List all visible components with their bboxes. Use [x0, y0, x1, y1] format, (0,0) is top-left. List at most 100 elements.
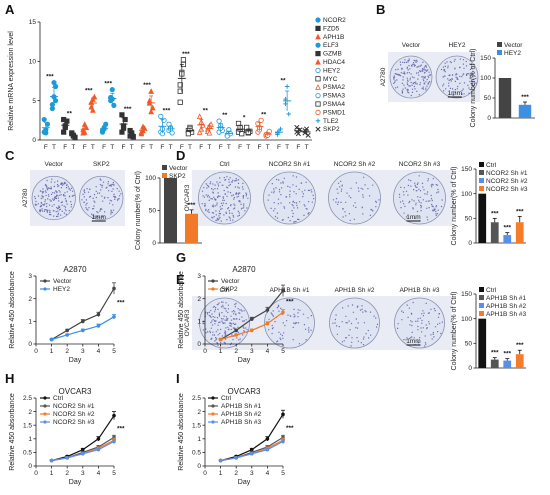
panelA-point-MYC-F [177, 88, 183, 94]
panelE-image-label: Ctrl [219, 287, 230, 294]
panelF-point [81, 328, 85, 333]
panelF-xtick-label: 5 [112, 348, 116, 355]
panelD-legend-swatch [479, 178, 484, 183]
panelE-dish-colonies [268, 300, 312, 345]
panelA-xtick-label: T [52, 144, 56, 151]
panelI-point [234, 456, 238, 460]
panel-label-B: B [376, 2, 385, 17]
panelA-point-HDAC4-T [148, 108, 154, 115]
panelG-point [281, 310, 285, 315]
panelE-sig: *** [503, 351, 511, 358]
panelH-point [81, 451, 85, 456]
panelC-legend-label: SKP2 [169, 173, 186, 180]
panelI-sig: *** [286, 425, 294, 432]
panelA-xtick-label: F [83, 144, 87, 151]
panelH-ytick-label: 1 [28, 436, 32, 443]
panelA-legend-marker-PSMA3 [315, 93, 321, 99]
panelC-legend-swatch [162, 165, 167, 170]
panelF-legend-marker [43, 279, 47, 283]
panelF-point [65, 333, 69, 337]
panelG-ytick-label: 2 [197, 296, 201, 303]
panelA-sig-TLE2: ** [281, 78, 287, 85]
panelG-title: A2870 [232, 265, 256, 274]
panelE-dish [264, 297, 315, 349]
panelA-point-MYC-F [177, 82, 183, 88]
panelC-image-label: Vector [45, 161, 64, 168]
panelB-dish [435, 55, 479, 99]
panelA-legend-marker-NCOR2 [315, 17, 321, 23]
panelG-ytick-label: 0 [197, 341, 201, 348]
panelI-xtick-label: 5 [281, 470, 285, 477]
panelE-image-label: APH1B Sh #2 [334, 287, 374, 294]
panelA-point-PSMA2-T [206, 129, 213, 136]
panelI-xtick-label: 1 [219, 470, 223, 477]
panelA-xtick-label: F [63, 144, 67, 151]
panelA-point-APH1B-F [80, 129, 86, 136]
panelA-xtick-label: F [277, 144, 281, 151]
panelE-bar [490, 359, 499, 368]
panelD-legend-swatch [479, 170, 484, 175]
panelA-ylabel: Relative mRNA expression level [8, 31, 15, 131]
panelI-title: OVCAR3 [228, 387, 261, 396]
panelA-point-NCOR2-F [41, 116, 47, 123]
panelA-point-HEY2-F [158, 113, 164, 120]
panelC-ytick-label: 0 [152, 240, 156, 247]
panelA-ytick-label: 0 [32, 137, 36, 144]
panelE-scale-label: 1mm [406, 338, 420, 345]
panelF-xtick-label: 4 [97, 348, 101, 355]
panelC-dish-colonies [34, 178, 75, 218]
panelI-ytick-label: 0.5 [192, 450, 201, 457]
panelE-ytick-label: 100 [461, 316, 472, 323]
panelI-legend-marker [211, 420, 215, 424]
panelG-point [234, 328, 238, 333]
panelA-xtick-label: F [258, 144, 262, 151]
panelB-scale-label: 1mm [448, 90, 462, 97]
panelE-ytick-label: 0 [468, 365, 472, 372]
panelA-point-TLE2-T [284, 84, 290, 89]
panelG-legend-marker [211, 287, 215, 291]
panelD-dish-colonies [201, 176, 249, 222]
panelB-legend-label: HEY2 [504, 50, 521, 57]
panelG-point [234, 333, 238, 337]
panelB-ylabel: Colony number(% of Ctrl) [470, 49, 477, 128]
panelA-xtick-label: F [160, 144, 164, 151]
panelH-point [81, 447, 85, 452]
panelA-xtick-label: F [238, 144, 242, 151]
panelE-dish [394, 297, 445, 349]
panelI-legend-marker [211, 404, 215, 408]
panelG-ytick-label: 1 [197, 319, 201, 326]
panelI-legend-label: APH1B Sh #1 [221, 403, 261, 410]
panelB-bar [498, 78, 512, 118]
panelD-bar [515, 222, 524, 243]
panelG-ytick-label: 3 [197, 273, 201, 280]
panelD-image-label: NCOR2 Sh #2 [334, 161, 376, 168]
panelH-xlabel: Day [69, 479, 82, 486]
panelF-legend-marker [43, 287, 47, 291]
panelC-legend-label: Vector [169, 165, 188, 172]
panelF-xtick-label: 2 [65, 348, 69, 355]
panelA-sig-APH1B: *** [85, 88, 93, 95]
panelE-cell-line: OVCAR3 [184, 309, 191, 336]
panelF-ytick-label: 2 [28, 296, 32, 303]
panelH-legend-marker [43, 412, 47, 416]
panelF-ylabel: Relative 450 absorbance [9, 271, 16, 349]
panelG-xtick-label: 4 [266, 348, 270, 355]
panelA-xtick-label: T [246, 144, 250, 151]
panel-label-D: D [176, 148, 185, 163]
panelA-point-NCOR2-T [52, 98, 59, 104]
panelA-legend-marker-PSMA4 [315, 101, 321, 107]
panelA-xtick-label: F [296, 144, 300, 151]
panelA-point-FZD5-F [61, 129, 67, 135]
panelF-point [65, 328, 69, 333]
panelA-xtick-label: F [219, 144, 223, 151]
panelH-ytick-label: 1.5 [23, 422, 32, 429]
panelG-point [281, 288, 285, 293]
panelF-sig: *** [117, 300, 125, 307]
panelA-legend-APH1B: APH1B [323, 34, 344, 41]
panelG-point [250, 317, 254, 321]
panelE-legend-label: Ctrl [486, 287, 497, 294]
panelI-legend-label: Ctrl [221, 395, 232, 402]
panelD-ytick-label: 150 [461, 166, 472, 173]
panelD-image-label: Ctrl [219, 161, 230, 168]
panelA-sig-PSMD1: ** [261, 111, 267, 118]
